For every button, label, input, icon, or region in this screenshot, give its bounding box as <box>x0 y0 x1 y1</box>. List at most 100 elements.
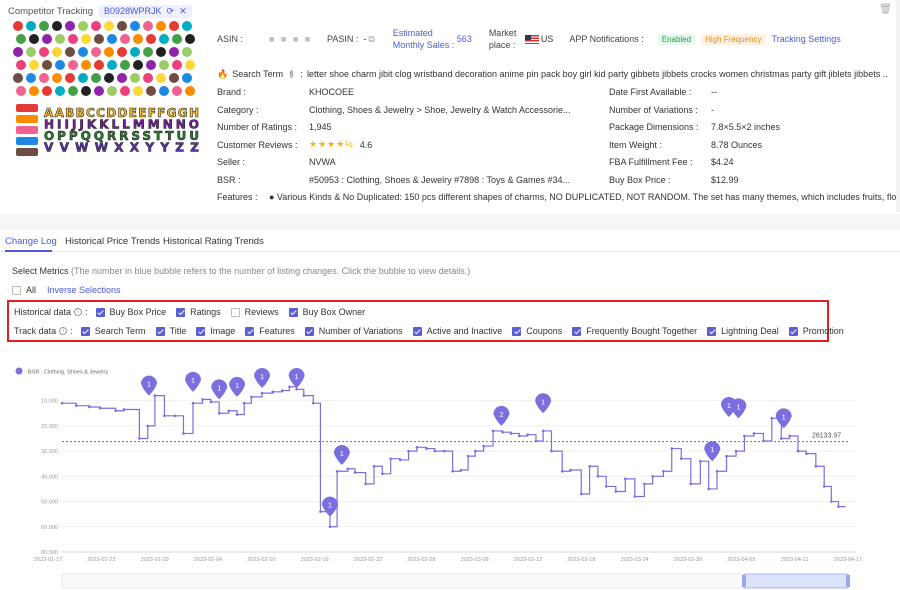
change-bubble[interactable] <box>730 398 747 419</box>
change-bubble[interactable] <box>493 405 510 426</box>
change-bubble-count[interactable]: 1 <box>727 401 731 410</box>
info-icon[interactable]: i <box>59 327 68 335</box>
change-bubble[interactable] <box>704 441 721 462</box>
checkbox-label[interactable]: Image <box>210 326 236 336</box>
legend-label[interactable]: BSR : Clothing, Shoes & Jewelry <box>28 370 108 376</box>
all-label[interactable]: All <box>26 285 37 295</box>
change-bubble-count[interactable]: 2 <box>499 410 503 419</box>
variations-row: Number of Variations : - <box>609 104 714 116</box>
change-bubble[interactable] <box>211 379 228 400</box>
checkbox-label[interactable]: Number of Variations <box>318 326 403 336</box>
bsr-data-point <box>473 449 477 453</box>
checkbox[interactable] <box>288 307 298 317</box>
range-slider-selection[interactable] <box>743 573 849 589</box>
checkbox[interactable] <box>304 326 314 336</box>
track-item-lightning-deal[interactable]: Lightning Deal <box>707 326 779 336</box>
range-slider-handle-right[interactable] <box>846 575 850 587</box>
change-bubble[interactable] <box>229 376 246 397</box>
info-icon[interactable]: i <box>74 308 83 316</box>
checkbox-label[interactable]: Buy Box Price <box>109 307 167 317</box>
track-item-image[interactable]: Image <box>196 326 235 336</box>
historical-item-buy-box-owner[interactable]: Buy Box Owner <box>288 307 366 317</box>
change-bubble-count[interactable]: 1 <box>541 397 545 406</box>
track-item-title[interactable]: Title <box>155 326 187 336</box>
checkbox-label[interactable]: Ratings <box>190 307 221 317</box>
change-bubble[interactable] <box>185 371 201 392</box>
checkbox-label[interactable]: Promotion <box>802 326 844 336</box>
track-item-frequently-bought-together[interactable]: Frequently Bought Together <box>572 326 697 336</box>
monthly-sales-value[interactable]: 563 <box>456 34 472 44</box>
tab-historical-rating-trends[interactable]: Historical Rating Trends <box>163 236 264 247</box>
checkbox-label[interactable]: Active and Inactive <box>426 326 503 336</box>
x-tick-label: 2023-03-12 <box>514 557 542 563</box>
checkbox-label[interactable]: Buy Box Owner <box>302 307 366 317</box>
tracking-settings-link[interactable]: Tracking Settings <box>771 34 841 44</box>
checkbox[interactable] <box>95 307 105 317</box>
track-item-active-and-inactive[interactable]: Active and Inactive <box>412 326 503 336</box>
change-bubble[interactable] <box>775 408 792 429</box>
trash-icon[interactable]: 🗑 <box>879 4 892 15</box>
change-bubble-count[interactable]: 1 <box>340 449 344 458</box>
checkbox[interactable] <box>572 326 582 336</box>
checkbox[interactable] <box>512 326 522 336</box>
change-bubble-count[interactable]: 1 <box>782 412 786 421</box>
scrollbar[interactable] <box>896 0 900 212</box>
checkbox[interactable] <box>80 326 90 336</box>
tab-historical-price-trends[interactable]: Historical Price Trends <box>65 236 161 247</box>
checkbox-label[interactable]: Title <box>169 326 187 336</box>
change-bubble-count[interactable]: 1 <box>235 381 239 390</box>
track-item-coupons[interactable]: Coupons <box>512 326 562 336</box>
track-item-search-term[interactable]: Search Term <box>80 326 146 336</box>
checkbox[interactable] <box>176 307 186 317</box>
checkbox[interactable] <box>155 326 165 336</box>
checkbox[interactable] <box>788 326 798 336</box>
track-item-promotion[interactable]: Promotion <box>788 326 844 336</box>
checkbox-label[interactable]: Search Term <box>94 326 146 336</box>
monthly-sales-label[interactable]: Estimated Monthly Sales : <box>392 28 455 50</box>
change-bubble[interactable] <box>140 375 157 396</box>
refresh-icon[interactable]: ⟳ <box>166 5 175 16</box>
asin-tab[interactable]: B0928WPRJK ⟳ ✕ <box>99 4 192 18</box>
change-bubble-count[interactable]: 1 <box>147 380 151 389</box>
checkbox-label[interactable]: Features <box>259 326 295 336</box>
historical-item-reviews[interactable]: Reviews <box>230 307 279 317</box>
change-bubble-count[interactable]: 1 <box>736 402 740 411</box>
change-bubble-count[interactable]: 1 <box>328 501 332 510</box>
checkbox-label[interactable]: Reviews <box>244 307 279 317</box>
bsr-data-point <box>699 459 702 463</box>
checkbox[interactable] <box>412 326 422 336</box>
bsr-data-point <box>260 391 264 395</box>
change-bubble[interactable] <box>333 444 350 465</box>
change-bubble-count[interactable]: 1 <box>191 376 195 385</box>
inverse-selections-link[interactable]: Inverse Selections <box>47 285 121 295</box>
info-icon[interactable]: i <box>290 70 294 78</box>
all-checkbox[interactable] <box>12 285 21 295</box>
tab-change-log[interactable]: Change Log <box>5 236 57 247</box>
copy-icon[interactable]: ⧉ <box>368 33 375 44</box>
checkbox-label[interactable]: Lightning Deal <box>721 326 779 336</box>
historical-item-buy-box-price[interactable]: Buy Box Price <box>95 307 167 317</box>
change-bubble-count[interactable]: 1 <box>710 445 714 454</box>
change-bubble-count[interactable]: 1 <box>295 372 299 381</box>
range-slider-handle-left[interactable] <box>742 575 746 587</box>
product-image[interactable]: AABBCCDDEEFFGGHHIIJJKKLLMMNNOOPPQQRRSSTT… <box>12 20 202 160</box>
checkbox[interactable] <box>245 326 255 336</box>
change-bubble[interactable] <box>254 368 271 389</box>
bsr-chart: BSR : Clothing, Shoes & Jewelry 10,000 20,… <box>15 367 862 589</box>
checkbox-label[interactable]: Coupons <box>526 326 563 336</box>
bsr-data-point <box>311 401 315 405</box>
checkbox-label[interactable]: Frequently Bought Together <box>586 326 698 336</box>
change-bubble-count[interactable]: 1 <box>217 383 221 392</box>
change-bubble-count[interactable]: 1 <box>260 372 264 381</box>
checkbox[interactable] <box>707 326 717 336</box>
checkbox[interactable] <box>230 307 240 317</box>
change-bubble[interactable] <box>288 368 305 389</box>
checkbox[interactable] <box>196 326 206 336</box>
close-icon[interactable]: ✕ <box>179 5 187 16</box>
change-bubble[interactable] <box>321 496 338 517</box>
historical-item-ratings[interactable]: Ratings <box>176 307 221 317</box>
bsr-series-line <box>62 386 846 528</box>
track-item-number-of-variations[interactable]: Number of Variations <box>304 326 403 336</box>
track-item-features[interactable]: Features <box>245 326 295 336</box>
change-bubble[interactable] <box>535 393 552 414</box>
